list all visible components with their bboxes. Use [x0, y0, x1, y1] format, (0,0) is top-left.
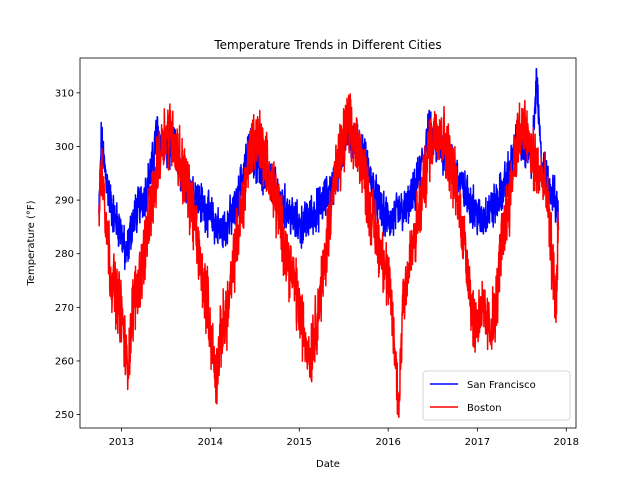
x-tick-label: 2014 [198, 437, 223, 448]
x-tick-label: 2013 [109, 437, 134, 448]
x-tick-label: 2018 [554, 437, 579, 448]
legend: San Francisco Boston [422, 370, 571, 421]
legend-label-boston: Boston [467, 403, 502, 414]
plot-frame [79, 57, 577, 429]
x-tick-label: 2016 [375, 437, 400, 448]
y-tick-label: 310 [55, 88, 74, 99]
x-axis: 2013 2014 2015 2016 2017 2018 [109, 428, 579, 448]
legend-box [422, 370, 571, 421]
series-line-boston [98, 93, 560, 419]
y-tick-label: 300 [55, 142, 74, 153]
y-tick-label: 280 [55, 249, 74, 260]
chart-title: Temperature Trends in Different Cities [213, 38, 441, 52]
y-tick-label: 270 [55, 303, 74, 314]
y-tick-label: 260 [55, 356, 74, 367]
y-axis: 250 260 270 280 290 300 310 [55, 88, 80, 421]
x-axis-label: Date [316, 459, 340, 470]
series-layer [98, 67, 560, 419]
x-tick-label: 2015 [287, 437, 312, 448]
legend-label-san-francisco: San Francisco [467, 380, 536, 391]
x-tick-label: 2017 [465, 437, 490, 448]
y-tick-label: 290 [55, 196, 74, 207]
y-axis-label: Temperature (°F) [26, 200, 37, 286]
y-tick-label: 250 [55, 410, 74, 421]
